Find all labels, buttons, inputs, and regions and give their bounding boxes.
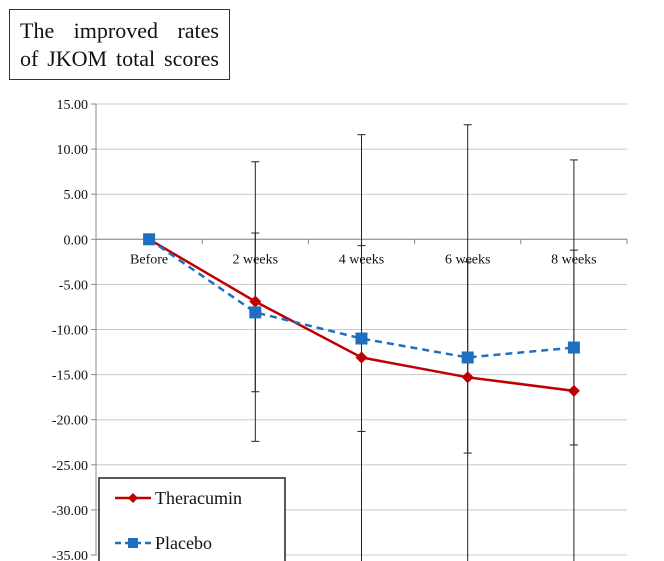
y-tick-label: -5.00 <box>59 278 88 293</box>
chart-title: The improved rates of JKOM total scores <box>9 9 230 80</box>
y-tick-label: -20.00 <box>52 414 88 429</box>
legend-swatch-marker <box>128 538 138 548</box>
legend: Theracumin Placebo <box>98 477 286 561</box>
marker-placebo <box>355 332 368 345</box>
marker-theracumin <box>567 384 580 397</box>
chart-title-line-1: The improved rates <box>20 18 219 43</box>
x-tick-label: 8 weeks <box>551 252 597 267</box>
y-tick-label: -10.00 <box>52 324 88 339</box>
marker-placebo <box>567 341 580 354</box>
error-bars <box>251 124 578 561</box>
x-tick-label: 4 weeks <box>339 252 385 267</box>
legend-label: Theracumin <box>155 488 242 508</box>
legend-label: Placebo <box>155 533 212 553</box>
y-tick-label: 5.00 <box>64 188 89 203</box>
y-tick-label: 15.00 <box>57 98 89 113</box>
series-line-placebo <box>148 238 575 359</box>
x-axis-labels: Before 2 weeks 4 weeks 6 weeks 8 weeks <box>130 252 597 267</box>
marker-theracumin <box>461 371 474 384</box>
y-tick-label: -35.00 <box>52 549 88 561</box>
marker-theracumin <box>355 351 368 364</box>
y-tick-label: 0.00 <box>64 233 89 248</box>
x-tick-label: Before <box>130 252 168 267</box>
y-tick-label: 10.00 <box>57 143 89 158</box>
marker-placebo <box>249 306 262 319</box>
x-tick-label: 6 weeks <box>445 252 491 267</box>
x-tick-label: 2 weeks <box>233 252 279 267</box>
y-tick-label: -15.00 <box>52 369 88 384</box>
chart-title-line-2: of JKOM total scores <box>20 46 219 71</box>
legend-swatch-marker <box>128 493 138 503</box>
series-markers <box>143 233 580 397</box>
y-tick-label: -30.00 <box>52 504 88 519</box>
marker-placebo <box>461 351 474 364</box>
marker-theracumin <box>249 295 262 308</box>
marker-placebo <box>143 233 156 246</box>
y-tick-label: -25.00 <box>52 459 88 474</box>
